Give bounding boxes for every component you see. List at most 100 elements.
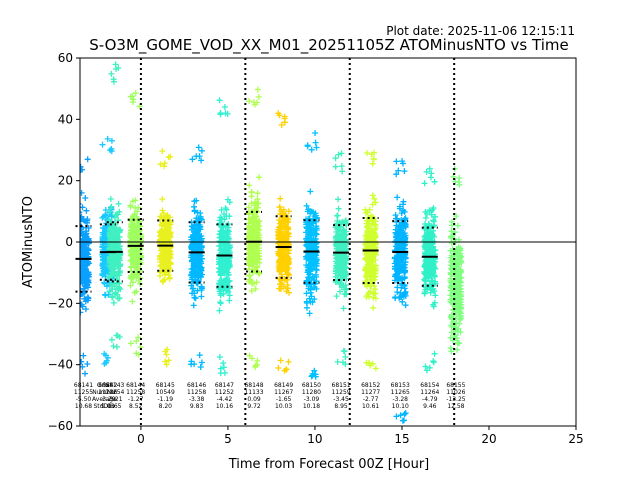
scatter-point — [394, 194, 401, 201]
scatter-point — [362, 281, 369, 288]
orbit-stat-orbit: 68153 — [391, 382, 410, 389]
orbit-stat-std_label: 10.18 — [303, 403, 320, 410]
orbit-stat-std_label: 9.72 — [247, 403, 261, 410]
scatter-point — [369, 201, 376, 208]
scatter-point — [112, 290, 119, 297]
scatter-point — [135, 204, 142, 211]
scatter-point — [85, 284, 91, 291]
scatter-point — [310, 220, 317, 227]
scatter-point — [255, 270, 262, 277]
scatter-point — [312, 373, 319, 380]
scatter-point — [448, 218, 455, 225]
scatter-point — [226, 285, 233, 292]
scatter-point — [363, 294, 370, 300]
scatter-point — [335, 151, 342, 158]
orbit-cloud-68151 — [332, 150, 350, 368]
scatter-point — [226, 297, 233, 304]
scatter-point — [448, 228, 455, 235]
scatter-point — [335, 205, 342, 212]
axis-ticks-layer: 0 5 10 15 20 25 −60 −40 −20 0 20 40 60 — [48, 51, 584, 446]
scatter-point — [395, 261, 402, 268]
scatter-point — [335, 196, 341, 203]
scatter-point — [283, 257, 290, 263]
scatter-point — [334, 358, 341, 365]
orbit-cloud-68152 — [362, 149, 379, 372]
scatter-point — [312, 230, 319, 237]
scatter-point — [80, 234, 82, 236]
orbit-stat-number: 11252 — [215, 389, 234, 396]
scatter-point — [281, 224, 288, 231]
scatter-point — [431, 350, 438, 357]
scatter-point — [114, 273, 120, 280]
scatter-point — [216, 307, 223, 314]
scatter-point — [342, 243, 349, 249]
scatter-point — [425, 220, 432, 227]
scatter-point — [275, 365, 282, 371]
scatter-point — [313, 225, 320, 232]
scatter-point — [158, 235, 165, 242]
orbit-stat-mean_label: -1.19 — [158, 396, 174, 403]
scatter-point — [394, 267, 401, 274]
scatter-point — [199, 255, 206, 262]
scatter-point — [276, 217, 283, 223]
scatter-point — [313, 266, 319, 273]
scatter-point — [131, 264, 138, 270]
scatter-point — [103, 283, 110, 290]
orbit-stat-orbit: 68150 — [302, 382, 321, 389]
scatter-point — [311, 367, 318, 374]
scatter-point — [333, 267, 340, 274]
orbit-stat-mean_label: -3.09 — [304, 396, 320, 403]
scatter-point — [306, 227, 313, 234]
scatter-point — [249, 226, 256, 233]
scatter-point — [456, 268, 463, 275]
scatter-point — [81, 275, 88, 282]
scatter-point — [80, 277, 84, 283]
scatter-point — [117, 227, 123, 233]
scatter-point — [107, 232, 114, 239]
scatter-point — [115, 65, 122, 71]
scatter-point — [282, 247, 289, 254]
scatter-point — [188, 282, 195, 289]
scatter-point — [428, 262, 435, 269]
scatter-point — [397, 253, 404, 260]
scatter-point — [106, 288, 113, 295]
scatter-point — [456, 301, 463, 308]
orbit-stat-orbit: 68154 — [420, 382, 439, 389]
scatter-point — [108, 137, 115, 144]
scatter-point — [190, 302, 197, 309]
scatter-point — [107, 224, 114, 231]
scatter-point — [218, 206, 225, 213]
scatter-point — [369, 160, 376, 167]
orbit-stat-std_label: 10.10 — [392, 403, 409, 410]
scatter-point — [82, 370, 88, 377]
scatter-point — [80, 218, 83, 225]
scatter-point — [449, 263, 456, 270]
orbit-stat-std_label: 12.58 — [447, 403, 464, 410]
scatter-point — [130, 261, 137, 267]
scatter-point — [250, 213, 257, 220]
scatter-point — [371, 195, 378, 202]
scatter-point — [336, 238, 343, 245]
scatter-point — [342, 286, 349, 293]
scatter-point — [370, 156, 377, 163]
scatter-point — [197, 239, 204, 246]
scatter-point — [163, 257, 169, 264]
scatter-point — [224, 279, 231, 286]
scatter-point — [432, 292, 439, 299]
scatter-point — [194, 257, 200, 264]
scatter-point — [110, 299, 117, 306]
scatter-point — [188, 358, 195, 365]
scatter-point — [426, 165, 433, 172]
scatter-point — [224, 234, 231, 241]
orbit-stat-mean_label: -3.28 — [392, 396, 408, 403]
scatter-point — [306, 235, 313, 242]
scatter-point — [286, 272, 292, 279]
scatter-point — [400, 263, 407, 270]
scatter-point — [424, 367, 430, 374]
scatter-point — [108, 203, 115, 210]
scatter-point — [216, 354, 223, 360]
orbit-stat-mean_label: -1.65 — [276, 396, 292, 403]
scatter-point — [254, 196, 261, 203]
orbit-stat-orbit: 68146 — [187, 382, 206, 389]
orbit-stat-orbit: 68148 — [244, 382, 263, 389]
